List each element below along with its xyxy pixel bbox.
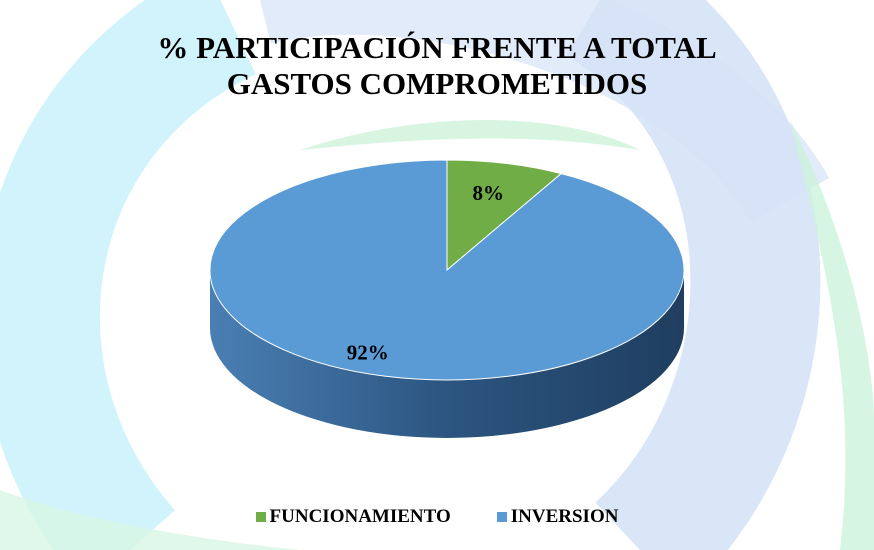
- legend-item: INVERSION: [496, 506, 619, 528]
- legend-label: INVERSION: [510, 506, 619, 527]
- legend-swatch: [255, 512, 266, 522]
- legend-swatch: [496, 512, 507, 522]
- data-label: 92%: [347, 341, 389, 365]
- chart-title: % PARTICIPACIÓN FRENTE A TOTAL GASTOS CO…: [157, 30, 717, 101]
- legend-item: FUNCIONAMIENTO: [255, 506, 451, 528]
- data-label: 8%: [473, 181, 505, 205]
- legend: FUNCIONAMIENTO INVERSION: [0, 506, 874, 528]
- slice: [446, 159, 563, 272]
- slice-side: [210, 270, 684, 438]
- slice: [209, 159, 685, 381]
- legend-label: FUNCIONAMIENTO: [269, 506, 451, 527]
